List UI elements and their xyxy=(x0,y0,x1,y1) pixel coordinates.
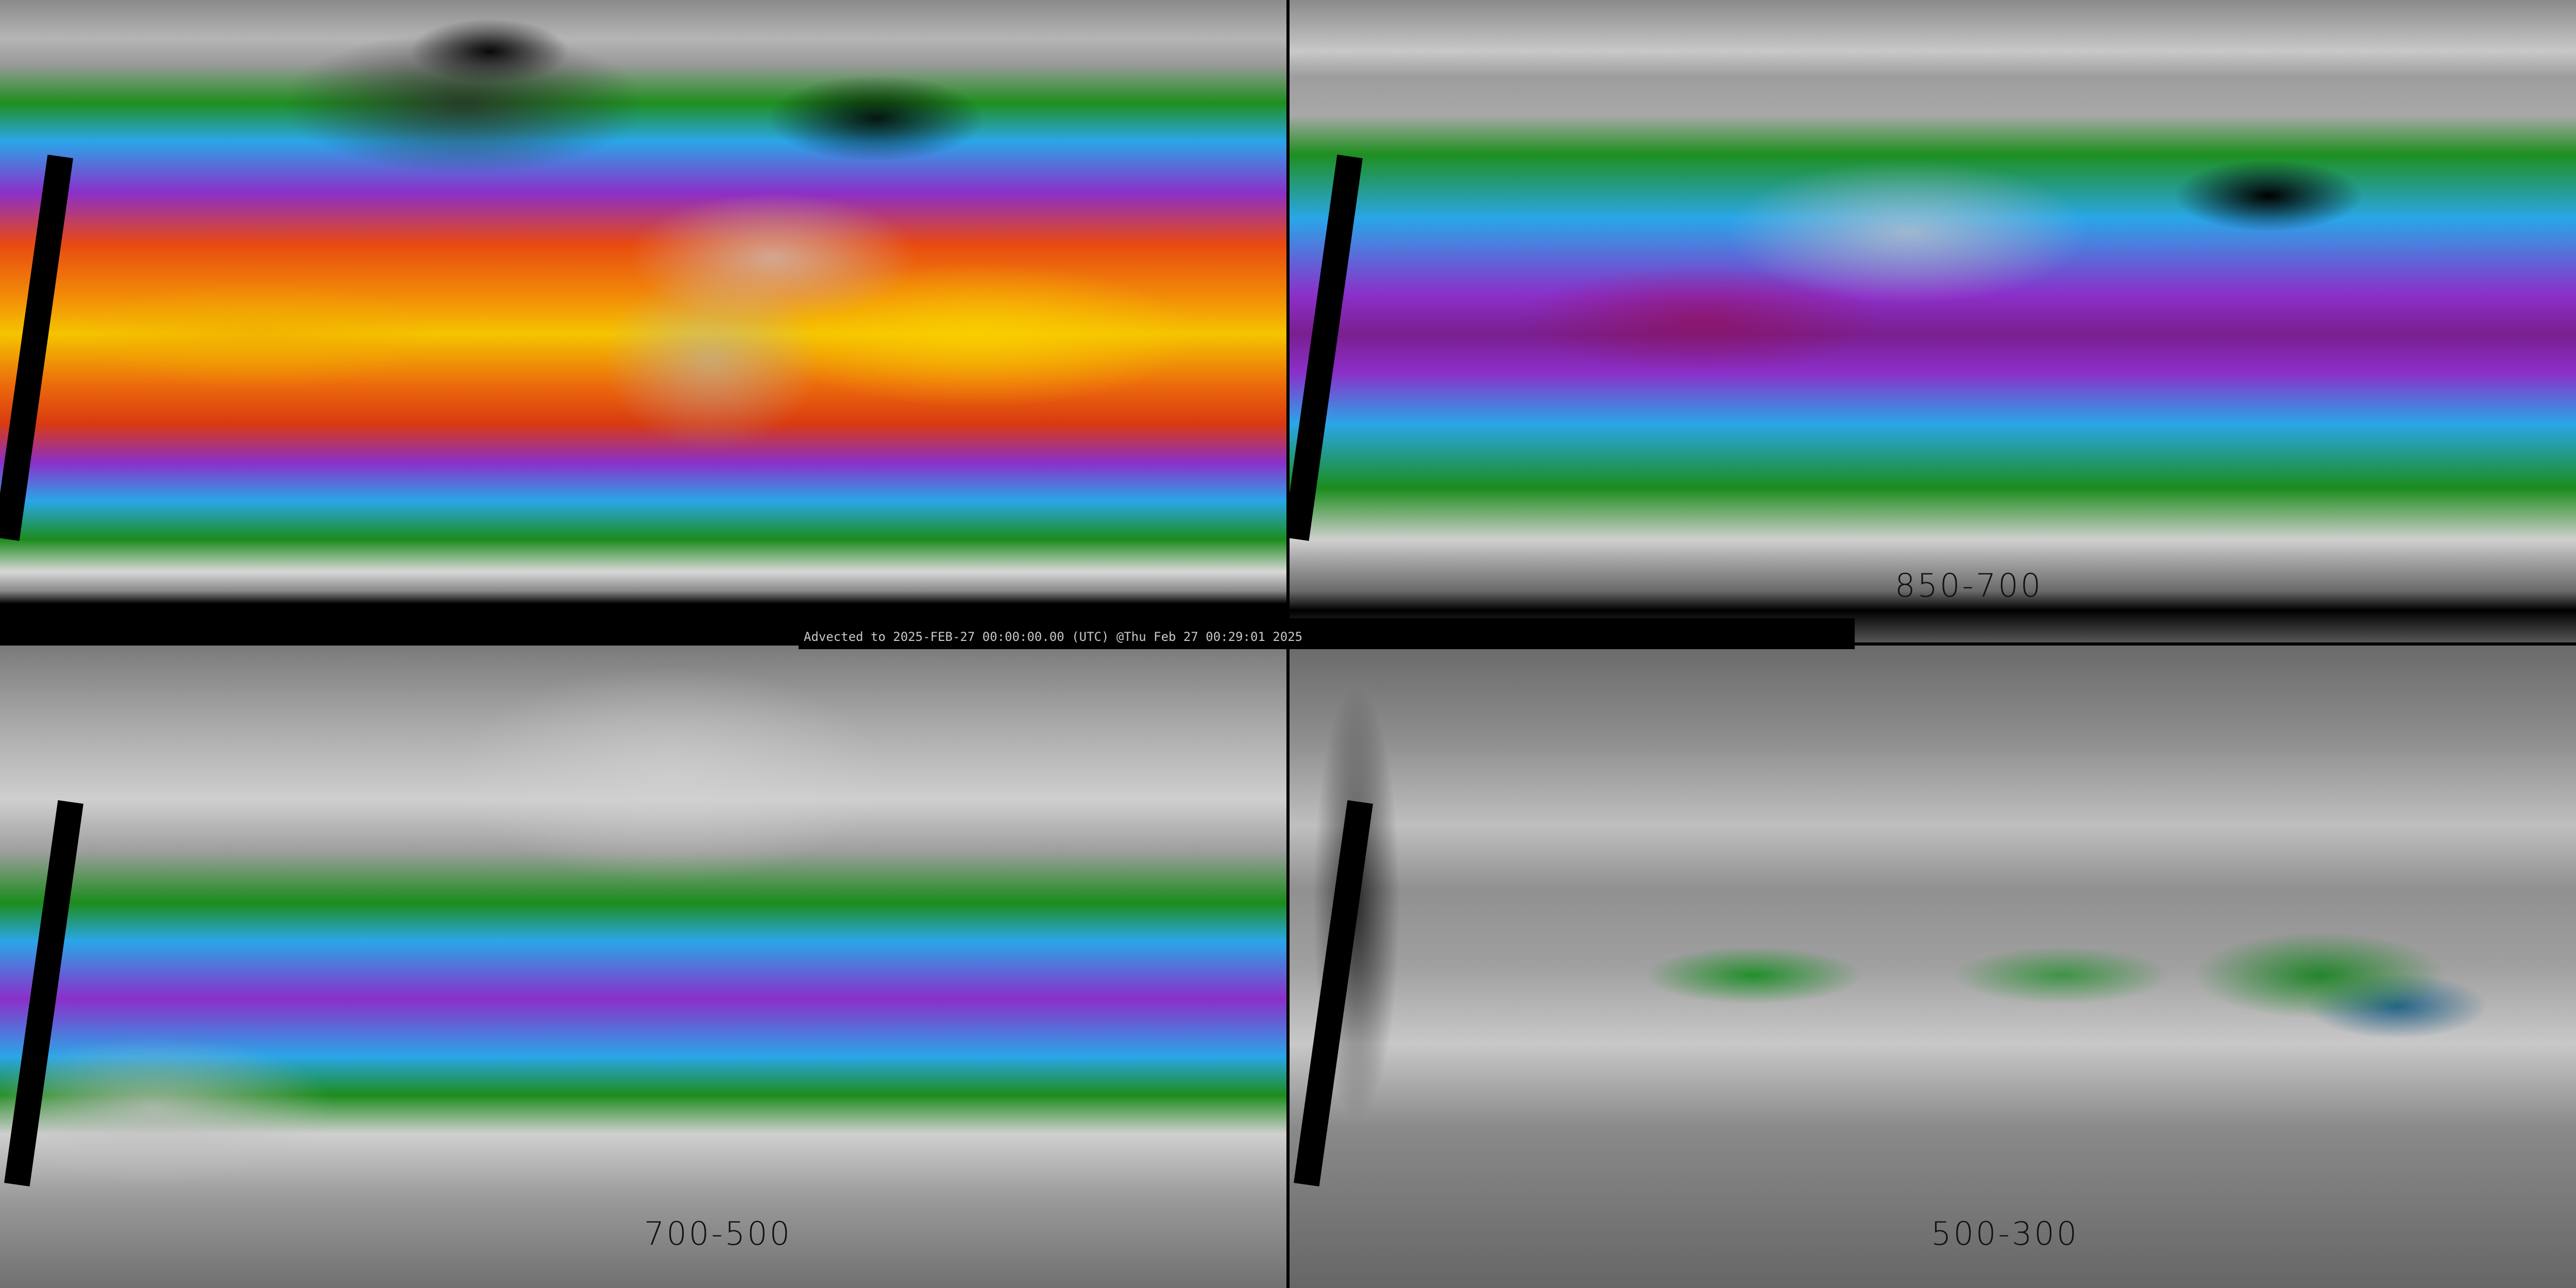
moisture-features xyxy=(1290,646,2576,1288)
moisture-features xyxy=(0,0,1286,642)
timestamp-bar xyxy=(799,618,1855,649)
advected-timestamp: Advected to 2025-FEB-27 00:00:00.00 (UTC… xyxy=(804,630,1303,644)
map-panel-bottom-right: 500-300 xyxy=(1290,646,2576,1288)
map-panel-bottom-left: 700-500 xyxy=(0,646,1286,1288)
layer-label: 850-700 xyxy=(1895,567,2043,604)
moisture-features xyxy=(0,646,1286,1288)
map-panel-top-left xyxy=(0,0,1286,642)
moisture-features xyxy=(1290,0,2576,642)
layer-label: 700-500 xyxy=(644,1215,792,1252)
map-panel-top-right: 850-700 xyxy=(1290,0,2576,642)
layer-label: 500-300 xyxy=(1931,1215,2079,1252)
